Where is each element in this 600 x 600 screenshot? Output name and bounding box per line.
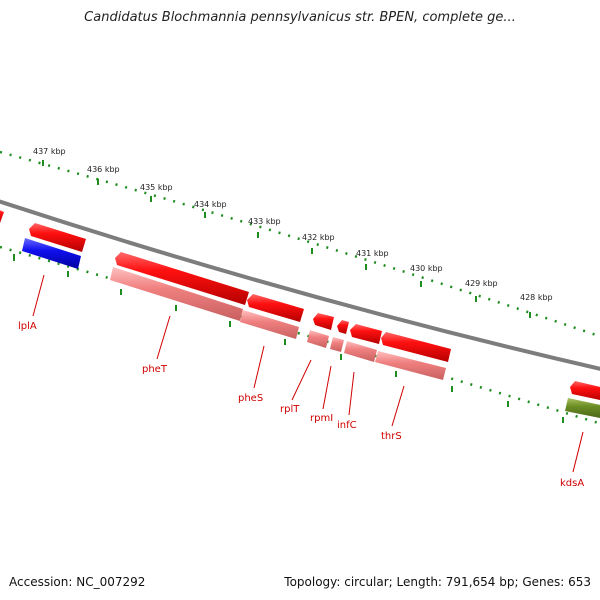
label-leaders [32,274,584,473]
cds-box-phes[interactable] [240,310,299,339]
tick-label: 435 kbp [140,183,173,192]
gene-arrow-rplt[interactable] [313,313,334,330]
tick-label: 432 kbp [302,233,335,242]
gene-label-kdsa[interactable]: kdsA [560,478,584,489]
gene-label-phes[interactable]: pheS [238,393,263,404]
tick-label: 433 kbp [248,217,281,226]
accession-text: Accession: NC_007292 [9,575,146,589]
gene-arrow-infc[interactable] [350,324,382,344]
outer-ticks [42,160,531,318]
tick-label: 428 kbp [520,293,553,302]
cds-features[interactable] [110,267,446,380]
gene-label-rplt[interactable]: rplT [280,404,300,415]
genome-summary-text: Topology: circular; Length: 791,654 bp; … [284,575,591,589]
gene-arrow-lpla[interactable] [29,223,86,252]
genome-backbone [0,199,600,371]
gene-arrow[interactable] [0,208,4,223]
tick-label: 431 kbp [356,249,389,258]
map-title: Candidatus Blochmannia pennsylvanicus st… [84,10,516,25]
cds-box-phet[interactable] [110,267,243,321]
tick-label: 437 kbp [33,147,66,156]
tick-label: 430 kbp [410,264,443,273]
gene-label-lpla[interactable]: lplA [18,321,37,332]
cds-box-thrs[interactable] [375,351,446,380]
gene-arrow-phet[interactable] [115,252,249,305]
tick-label: 436 kbp [87,165,120,174]
tick-labels: 437 kbp 436 kbp 435 kbp 434 kbp 433 kbp … [33,147,553,302]
forward-genes[interactable] [0,208,600,401]
gene-labels: lplA pheT pheS rplT rpmI infC thrS kdsA [18,321,584,489]
gene-label-rpmi[interactable]: rpmI [310,413,333,424]
gene-arrow-phes[interactable] [247,294,304,322]
gene-label-phet[interactable]: pheT [142,364,168,375]
gene-label-infc[interactable]: infC [337,420,357,431]
gene-box-reverse[interactable] [22,238,81,269]
cds-box-rpmi[interactable] [330,337,344,352]
gene-label-thrs[interactable]: thrS [381,431,402,442]
cds-box-infc[interactable] [344,341,377,362]
tick-label: 429 kbp [465,279,498,288]
gene-arrow-rpmi[interactable] [337,320,349,334]
cds-box-rplt[interactable] [307,330,329,348]
gene-arrow-kdsa[interactable] [570,381,600,401]
rna-box-kdsa[interactable] [565,398,600,419]
inner-ruler [0,245,600,425]
gene-arrow-thrs[interactable] [381,332,451,362]
tick-label: 434 kbp [194,200,227,209]
inner-ticks [13,254,564,423]
